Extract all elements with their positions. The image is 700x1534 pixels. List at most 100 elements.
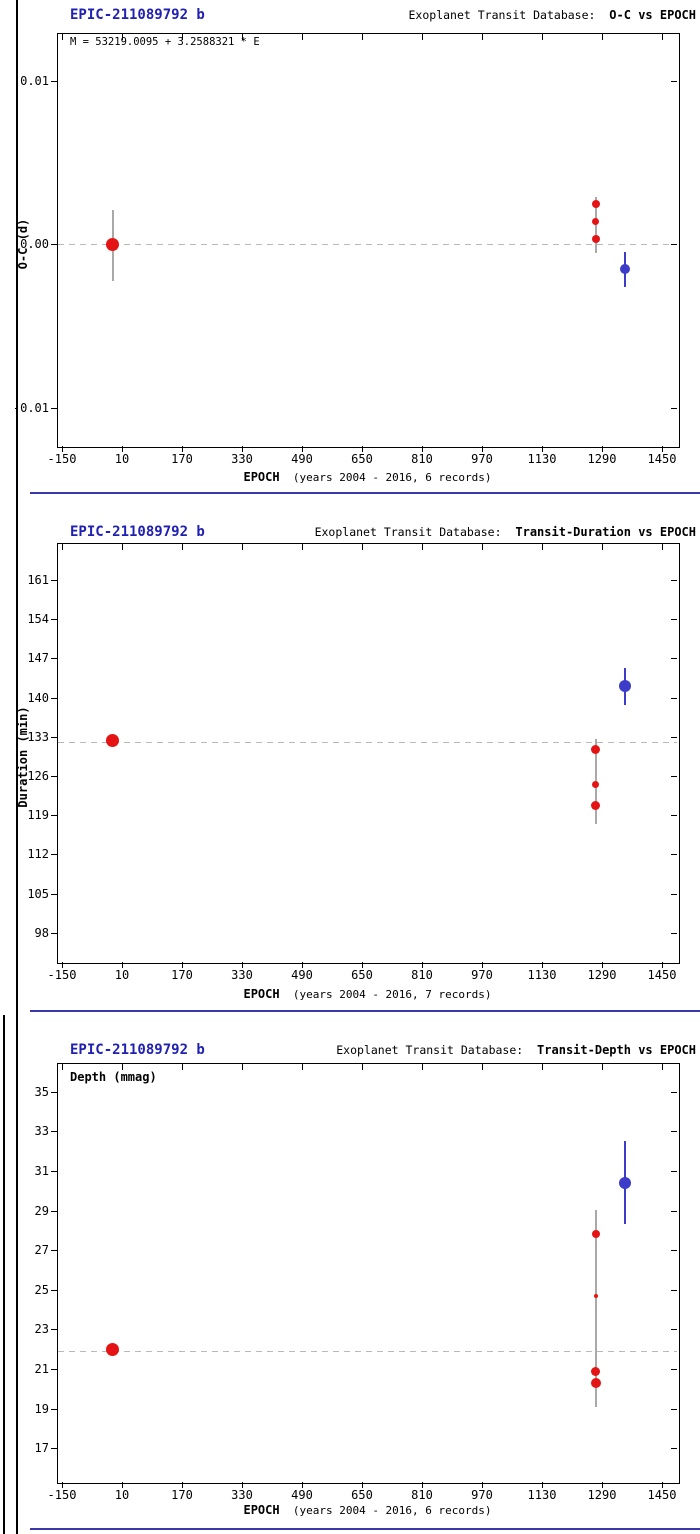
dashed-reference-line bbox=[58, 742, 677, 743]
chart3-plot-type: Transit-Depth vs EPOCH bbox=[537, 1043, 696, 1057]
x-tick-mark-top bbox=[122, 1064, 123, 1070]
x-tick-mark-top bbox=[602, 34, 603, 40]
chart1-title-link[interactable]: EPIC-211089792 b bbox=[70, 7, 205, 23]
chart3-xlabel-epoch: EPOCH bbox=[243, 1503, 280, 1517]
x-tick-mark bbox=[62, 446, 63, 452]
x-tick-mark bbox=[182, 962, 183, 968]
y-tick-label: 154 bbox=[27, 612, 49, 626]
chart2-header: Exoplanet Transit Database: Transit-Dura… bbox=[315, 525, 696, 539]
chart2-plot-type: Transit-Duration vs EPOCH bbox=[515, 525, 696, 539]
x-tick-mark bbox=[62, 962, 63, 968]
y-tick-label: 126 bbox=[27, 769, 49, 783]
data-point-red bbox=[591, 1230, 600, 1239]
chart2-y-axis-label: Duration (min) bbox=[16, 706, 30, 808]
y-tick-mark bbox=[51, 619, 57, 620]
x-tick-mark-top bbox=[122, 544, 123, 550]
chart3-y-axis-label: Depth (mmag) bbox=[70, 1070, 157, 1084]
x-tick-mark bbox=[302, 962, 303, 968]
y-tick-mark bbox=[51, 1092, 57, 1093]
chart2-title-link[interactable]: EPIC-211089792 b bbox=[70, 524, 205, 540]
chart2-x-axis-label: EPOCH (years 2004 - 2016, 7 records) bbox=[57, 987, 678, 1001]
y-tick-mark bbox=[51, 1409, 57, 1410]
y-tick-mark bbox=[51, 1171, 57, 1172]
y-tick-label: 29 bbox=[34, 1204, 49, 1218]
y-tick-mark-right bbox=[671, 1092, 677, 1093]
data-point-red bbox=[591, 744, 600, 754]
y-tick-mark-right bbox=[671, 81, 677, 82]
chart1-header: Exoplanet Transit Database: O-C vs EPOCH bbox=[409, 8, 697, 22]
x-tick-label: 970 bbox=[471, 452, 493, 466]
x-tick-mark-top bbox=[362, 1064, 363, 1070]
y-tick-label: 147 bbox=[27, 651, 49, 665]
y-tick-mark bbox=[51, 244, 57, 245]
x-tick-mark bbox=[362, 1482, 363, 1488]
x-tick-label: 330 bbox=[231, 1488, 253, 1502]
y-tick-mark bbox=[51, 408, 57, 409]
chart1-xlabel-epoch: EPOCH bbox=[243, 470, 280, 484]
x-tick-label: 810 bbox=[411, 452, 433, 466]
y-tick-mark bbox=[51, 81, 57, 82]
data-point-red bbox=[590, 1377, 601, 1388]
x-tick-mark-top bbox=[542, 544, 543, 550]
y-tick-mark-right bbox=[671, 1211, 677, 1212]
x-tick-mark-top bbox=[62, 544, 63, 550]
data-point-red bbox=[591, 1366, 600, 1376]
x-tick-mark bbox=[482, 1482, 483, 1488]
y-tick-label: 23 bbox=[34, 1322, 49, 1336]
x-tick-mark-top bbox=[182, 34, 183, 40]
x-tick-mark bbox=[422, 1482, 423, 1488]
x-tick-mark bbox=[122, 446, 123, 452]
x-tick-mark bbox=[302, 446, 303, 452]
y-tick-mark-right bbox=[671, 658, 677, 659]
x-tick-mark-top bbox=[62, 1064, 63, 1070]
x-tick-mark-top bbox=[482, 544, 483, 550]
y-tick-label: 25 bbox=[34, 1283, 49, 1297]
separator-line-3 bbox=[30, 1528, 700, 1530]
x-tick-mark-top bbox=[182, 1064, 183, 1070]
x-tick-mark-top bbox=[242, 34, 243, 40]
x-tick-mark-top bbox=[662, 544, 663, 550]
y-tick-mark bbox=[51, 580, 57, 581]
x-tick-mark-top bbox=[662, 1064, 663, 1070]
chart1-header-prefix: Exoplanet Transit Database: bbox=[408, 8, 610, 22]
y-tick-mark bbox=[51, 894, 57, 895]
y-tick-mark-right bbox=[671, 933, 677, 934]
y-tick-mark-right bbox=[671, 1290, 677, 1291]
x-tick-mark-top bbox=[422, 544, 423, 550]
y-tick-mark-right bbox=[671, 1329, 677, 1330]
y-tick-label: 133 bbox=[27, 730, 49, 744]
x-tick-mark-top bbox=[122, 34, 123, 40]
data-point-red bbox=[593, 1293, 598, 1298]
chart3-header: Exoplanet Transit Database: Transit-Dept… bbox=[336, 1043, 696, 1057]
y-tick-mark bbox=[51, 737, 57, 738]
data-point-red bbox=[592, 781, 599, 789]
x-tick-label: 490 bbox=[291, 452, 313, 466]
y-tick-label: 119 bbox=[27, 808, 49, 822]
y-tick-label: 140 bbox=[27, 691, 49, 705]
y-tick-label: 112 bbox=[27, 847, 49, 861]
page-frame-border bbox=[16, 0, 18, 1534]
y-tick-mark-right bbox=[671, 619, 677, 620]
x-tick-mark bbox=[122, 962, 123, 968]
x-tick-mark-top bbox=[602, 544, 603, 550]
chart1-x-axis-label: EPOCH (years 2004 - 2016, 6 records) bbox=[57, 470, 678, 484]
x-tick-mark bbox=[182, 1482, 183, 1488]
data-point-blue bbox=[619, 1176, 632, 1189]
x-tick-mark-top bbox=[362, 544, 363, 550]
x-tick-mark-top bbox=[482, 34, 483, 40]
x-tick-label: 1450 bbox=[647, 452, 677, 466]
x-tick-label: 1290 bbox=[587, 452, 617, 466]
y-tick-label: 161 bbox=[27, 573, 49, 587]
y-tick-mark-right bbox=[671, 737, 677, 738]
chart3-title-link[interactable]: EPIC-211089792 b bbox=[70, 1042, 205, 1058]
x-tick-mark bbox=[182, 446, 183, 452]
y-tick-label: 105 bbox=[27, 887, 49, 901]
chart2-xlabel-note: (years 2004 - 2016, 7 records) bbox=[292, 988, 492, 1001]
x-tick-mark bbox=[362, 446, 363, 452]
chart2-header-prefix: Exoplanet Transit Database: bbox=[314, 525, 516, 539]
y-tick-mark-right bbox=[671, 1250, 677, 1251]
x-tick-mark-top bbox=[302, 34, 303, 40]
chart2-xlabel-epoch: EPOCH bbox=[243, 987, 280, 1001]
x-tick-label: 1130 bbox=[527, 1488, 557, 1502]
x-tick-mark bbox=[602, 1482, 603, 1488]
